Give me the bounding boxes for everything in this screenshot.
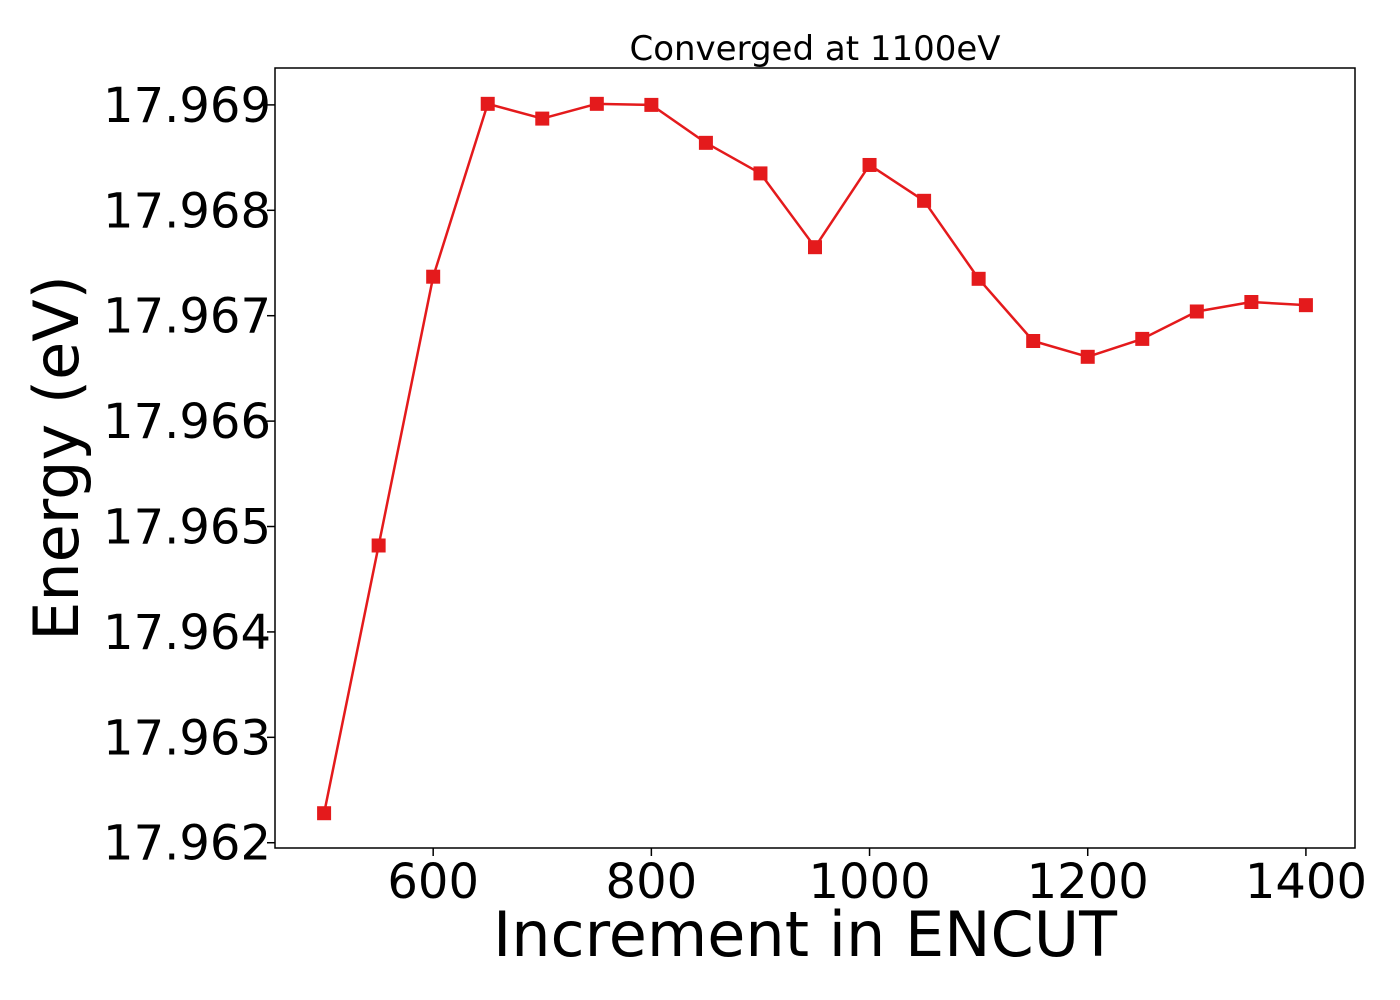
y-axis: 17.962 17.963 17.964 17.965 17.966 17.967 17.9… [103, 78, 275, 872]
data-point-marker [1135, 331, 1150, 346]
data-point-marker [317, 806, 332, 821]
data-point-marker [480, 96, 495, 111]
x-tick-label: 600 [387, 854, 479, 910]
data-point-marker [1026, 334, 1041, 348]
plot-area [317, 96, 1313, 821]
data-point-marker [371, 538, 386, 553]
y-tick-label: 17.963 [103, 710, 271, 766]
x-axis: 600 800 1000 1200 1400 [387, 848, 1367, 910]
data-point-marker [753, 166, 768, 181]
series-line [322, 102, 1306, 814]
y-tick-label: 17.968 [103, 183, 271, 239]
data-point-marker [589, 96, 604, 111]
data-point-marker [426, 269, 441, 284]
y-tick-label: 17.966 [103, 394, 271, 450]
data-point-marker [808, 240, 822, 255]
x-tick-label: 800 [606, 854, 698, 910]
data-point-marker [971, 271, 986, 286]
data-point-marker [1080, 349, 1095, 364]
data-point-marker [644, 97, 659, 112]
x-tick-label: 1400 [1245, 854, 1367, 910]
y-axis-label: Energy (eV) [20, 275, 93, 641]
x-axis-label: Increment in ENCUT [493, 898, 1118, 971]
plot-frame [274, 67, 1356, 849]
data-point-marker [917, 193, 932, 208]
y-tick-label: 17.969 [103, 78, 271, 134]
y-tick-label: 17.965 [103, 500, 271, 556]
x-tick-label: 1200 [1027, 854, 1149, 910]
data-point-marker [1189, 304, 1204, 319]
y-tick-label: 17.964 [103, 605, 271, 661]
data-point-marker [1244, 295, 1259, 309]
data-point-marker [862, 157, 877, 172]
y-tick-label: 17.962 [103, 816, 271, 872]
data-point-marker [698, 135, 713, 150]
x-tick-label: 1000 [808, 854, 930, 910]
data-point-marker [1298, 298, 1313, 313]
y-tick-label: 17.967 [103, 289, 271, 345]
chart-title: Converged at 1100eV [629, 29, 1000, 69]
data-point-marker [535, 111, 550, 126]
